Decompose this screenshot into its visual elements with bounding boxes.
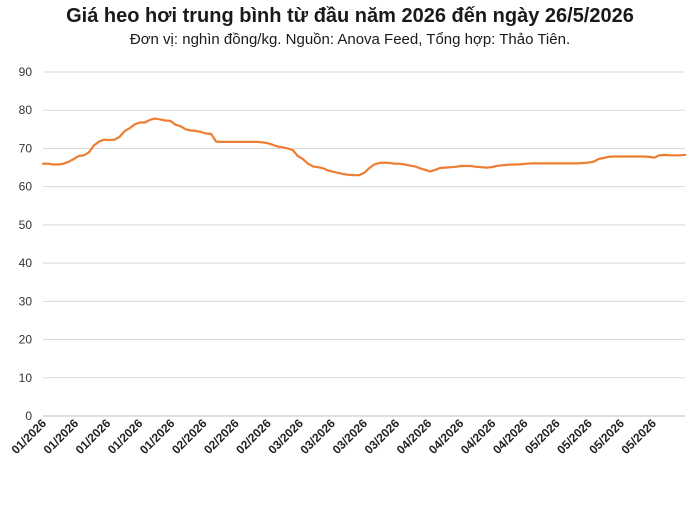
- series-line: [41, 117, 687, 177]
- y-tick-label: 40: [19, 256, 33, 270]
- gridlines: [43, 71, 685, 417]
- y-tick-label: 50: [19, 218, 33, 232]
- x-axis-ticks: 01/202601/202601/202601/202601/202602/20…: [9, 416, 660, 457]
- y-axis-ticks: 0 10 20 30 40 50 60 70 80 90: [19, 65, 33, 423]
- y-tick-label: 80: [19, 103, 33, 117]
- y-tick-label: 30: [19, 294, 33, 308]
- y-tick-label: 10: [19, 371, 33, 385]
- x-tick-label: 05/2026: [618, 416, 659, 457]
- series-group: [41, 117, 687, 177]
- y-tick-label: 60: [19, 180, 33, 194]
- chart-title: Giá heo hơi trung bình từ đầu năm 2026 đ…: [66, 5, 634, 27]
- chart-subtitle: Đơn vị: nghìn đồng/kg. Nguồn: Anova Feed…: [129, 31, 571, 48]
- y-tick-label: 70: [19, 141, 33, 155]
- y-tick-label: 90: [19, 65, 33, 79]
- y-tick-label: 0: [25, 409, 32, 423]
- y-tick-label: 20: [19, 333, 33, 347]
